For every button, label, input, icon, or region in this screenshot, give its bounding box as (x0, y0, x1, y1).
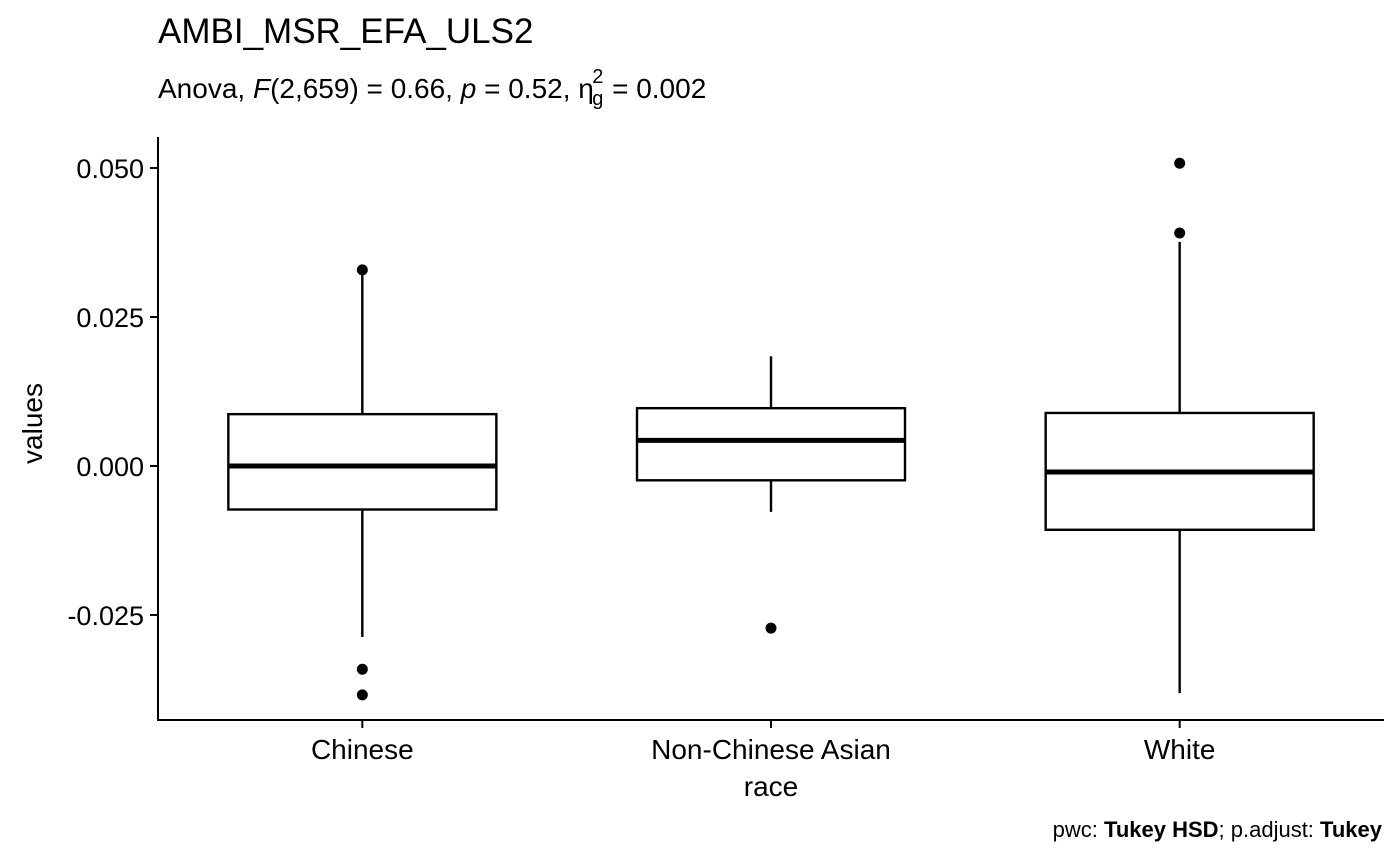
caption-separator: ; p.adjust: (1218, 817, 1321, 842)
eta-subscript: g (592, 88, 604, 110)
box-iqr (635, 406, 907, 482)
caption-pwc-value: Tukey HSD (1104, 817, 1219, 842)
eta-symbol: η (578, 73, 594, 104)
outlier-point (356, 689, 368, 701)
x-tick-label: Non-Chinese Asian (651, 734, 891, 765)
p-text: = 0.52, (476, 73, 579, 104)
y-tick-label: -0.025 (67, 601, 144, 631)
outlier-point (356, 264, 368, 276)
eta-text: = 0.002 (604, 73, 707, 104)
y-axis-title: values (17, 383, 48, 464)
y-tick-label: 0.025 (76, 303, 144, 333)
outlier-point (356, 663, 368, 675)
plot-layer: -0.025 0.000 0.025 0.050 Chinese Non-Chinese … (17, 137, 1384, 802)
f-args: (2,659) = 0.66, (270, 73, 461, 104)
x-axis-title: race (744, 771, 798, 802)
outlier-point (765, 622, 777, 634)
y-tick-label: 0.050 (76, 154, 144, 184)
outlier-point (1174, 157, 1186, 169)
x-tick-label: Chinese (311, 734, 414, 765)
outlier-point (1174, 227, 1186, 239)
p-symbol: p (460, 73, 477, 104)
caption-pwc-label: pwc: (1052, 817, 1105, 842)
chart-caption: pwc: Tukey HSD; p.adjust: Tukey (1053, 817, 1382, 843)
eta-superscript: 2 (592, 66, 604, 88)
chart-title: AMBI_MSR_EFA_ULS2 (158, 12, 534, 51)
y-tick-label: 0.000 (76, 452, 144, 482)
caption-adjust-value: Tukey (1320, 817, 1382, 842)
subtitle-prefix: Anova, (158, 73, 253, 104)
x-tick-label: White (1144, 734, 1216, 765)
box-iqr (227, 412, 498, 511)
f-symbol: F (252, 73, 271, 104)
